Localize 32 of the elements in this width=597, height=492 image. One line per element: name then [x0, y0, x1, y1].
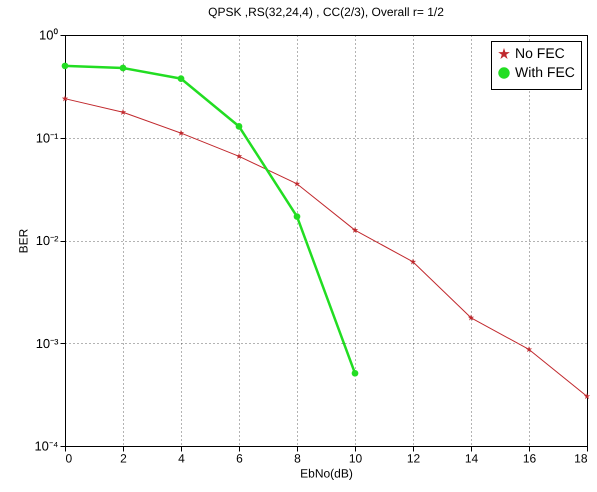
y-axis-title: BER — [16, 228, 30, 254]
x-tick-label: 8 — [294, 452, 302, 466]
point — [410, 258, 416, 265]
x-tick-label: 16 — [522, 452, 536, 466]
y-tick-label: 10⁻¹ — [36, 130, 60, 146]
legend-label: No FEC — [515, 45, 565, 61]
x-tick-label: 12 — [406, 452, 420, 466]
point — [236, 123, 242, 130]
x-tick-label: 18 — [574, 452, 588, 466]
point — [120, 64, 126, 72]
y-tick-label: 10⁻³ — [36, 336, 60, 351]
x-axis-title: EbNo(dB) — [300, 466, 353, 480]
y-tick-label: 10⁰ — [39, 28, 58, 42]
legend-label: With FEC — [515, 64, 575, 80]
point — [62, 95, 68, 102]
x-tick-label: 14 — [464, 452, 478, 466]
chart-title: QPSK ,RS(32,24,4) , CC(2/3), Overall r= 1/2 — [208, 5, 444, 19]
x-tick-label: 2 — [120, 452, 128, 466]
y-tick-label: 10⁻⁴ — [34, 438, 58, 454]
point — [352, 226, 358, 233]
point — [62, 62, 68, 70]
point — [584, 393, 590, 400]
point — [526, 346, 532, 352]
x-tick-label: 0 — [66, 452, 72, 466]
x-tick-label: 10 — [348, 452, 362, 466]
y-tick-label: 10⁻² — [36, 233, 60, 248]
point — [178, 130, 184, 136]
point — [352, 370, 358, 377]
point — [178, 75, 184, 82]
x-tick-label: 6 — [236, 452, 244, 466]
x-tick-label: 4 — [178, 452, 186, 466]
point — [294, 213, 300, 220]
